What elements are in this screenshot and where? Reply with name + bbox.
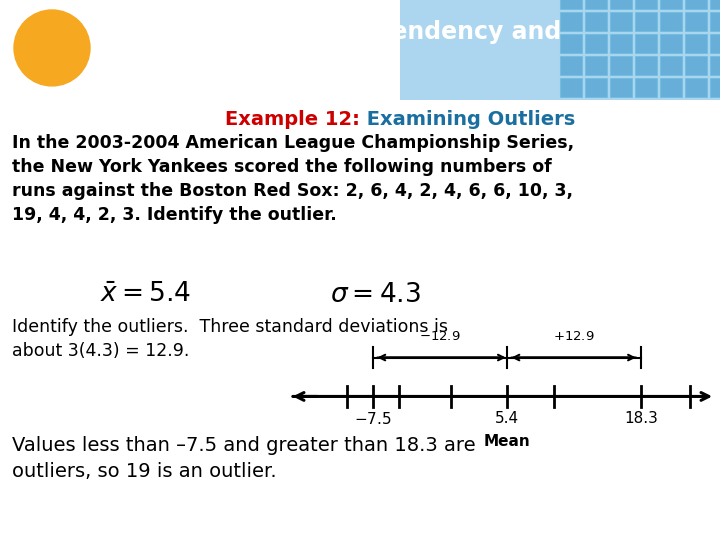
Bar [685,12,707,31]
Text: Copyright © by Holt Mc Dougal.: Copyright © by Holt Mc Dougal. [530,515,711,525]
Bar [585,0,607,9]
Text: Example 12:: Example 12: [225,110,360,130]
Bar [685,34,707,53]
Text: Identify the outliers.  Three standard deviations is
about 3(4.3) = 12.9.: Identify the outliers. Three standard de… [12,318,448,360]
Bar [610,12,632,31]
Text: All Rights Reserved.: All Rights Reserved. [574,515,700,525]
Text: Values less than –7.5 and greater than 18.3 are
outliers, so 19 is an outlier.: Values less than –7.5 and greater than 1… [12,436,476,481]
Bar [585,78,607,97]
Text: Mean: Mean [483,434,530,449]
Bar [635,0,657,9]
Bar [685,56,707,75]
Bar [710,56,720,75]
Text: $-7.5$: $-7.5$ [354,411,392,427]
Text: Examining Outliers: Examining Outliers [360,110,575,130]
Bar [660,12,682,31]
Bar [610,0,632,9]
Bar [660,34,682,53]
Bar [585,56,607,75]
Bar [560,0,582,9]
Text: Measures of Central Tendency and: Measures of Central Tendency and [102,20,562,44]
Bar [585,34,607,53]
Bar [635,12,657,31]
Bar [635,56,657,75]
Bar [560,56,582,75]
Bar [660,0,682,9]
Bar [710,0,720,9]
Text: Variation: Variation [102,58,223,82]
Bar [635,34,657,53]
Bar [660,56,682,75]
Bar [560,12,582,31]
Bar [560,78,582,97]
Bar [585,12,607,31]
Circle shape [14,10,90,86]
Text: $\sigma=4.3$: $\sigma=4.3$ [330,282,421,307]
Text: $-12.9$: $-12.9$ [419,330,461,343]
Bar [710,12,720,31]
Bar [560,34,582,53]
Bar [400,0,720,100]
Text: In the 2003-2004 American League Championship Series,
the New York Yankees score: In the 2003-2004 American League Champio… [12,133,574,225]
Text: 5.4: 5.4 [495,411,518,426]
Bar [660,78,682,97]
Bar [685,0,707,9]
Bar [710,34,720,53]
Bar [710,78,720,97]
Text: Holt McDougal Algebra 2: Holt McDougal Algebra 2 [10,513,166,526]
Text: $+12.9$: $+12.9$ [553,330,595,343]
Bar [685,78,707,97]
Bar [610,34,632,53]
Text: $\bar{x}=5.4$: $\bar{x}=5.4$ [100,282,191,307]
Bar [635,78,657,97]
Text: 18.3: 18.3 [624,411,657,426]
Bar [610,78,632,97]
Bar [610,56,632,75]
